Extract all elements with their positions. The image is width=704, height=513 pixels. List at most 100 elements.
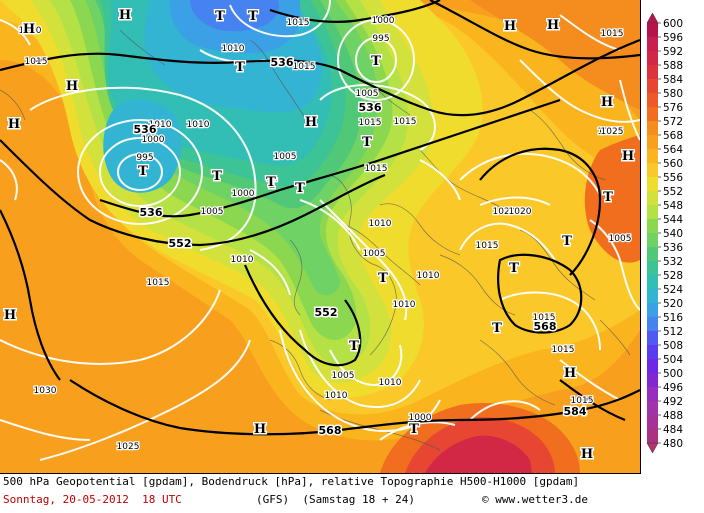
legend-swatch — [647, 79, 658, 94]
legend-label: 492 — [663, 396, 683, 408]
legend-swatch — [647, 401, 658, 416]
legend-swatch — [647, 177, 658, 192]
isobar-label: 1005 — [332, 371, 355, 381]
legend-label: 512 — [663, 326, 683, 338]
isobar-label: 1010 — [369, 219, 392, 229]
isobar-label: 1005 — [201, 207, 224, 217]
legend-label: 600 — [663, 18, 683, 30]
H-high: H — [564, 366, 576, 381]
T-low: T — [138, 164, 148, 179]
T-low: T — [371, 54, 381, 69]
legend-swatch — [647, 135, 658, 150]
color-legend: 600 596 592 588 584 580 576 572 568 564 560 556 552 5… — [641, 0, 704, 473]
isobar-label: 1010 — [325, 391, 348, 401]
legend-swatch — [647, 205, 658, 220]
isobar-label: 1010 — [222, 44, 245, 54]
legend-swatch — [647, 415, 658, 430]
T-low: T — [509, 261, 519, 276]
isobar-label: 1005 — [609, 234, 632, 244]
legend-label: 532 — [663, 256, 683, 268]
geopotential-label: 536 — [134, 123, 157, 136]
legend-swatch — [647, 303, 658, 318]
isobar-label: 1020 — [493, 207, 516, 217]
caption-date: Sonntag, 20-05-2012 18 UTC — [3, 493, 182, 506]
isobar-label: 1005 — [356, 89, 379, 99]
T-low: T — [603, 190, 613, 205]
isobar-label: 1010 — [393, 300, 416, 310]
legend-swatch — [647, 191, 658, 206]
isobar-labels: 1010 1015 1015 1000 995 1010 1015 1005 1015 1010 1… — [17, 15, 632, 454]
map-caption: 500 hPa Geopotential [gpdam], Bodendruck… — [0, 474, 704, 513]
caption-model: (GFS) (Samstag 18 + 24) — [256, 493, 415, 506]
T-low: T — [295, 181, 305, 196]
isobar-label: 1015 — [365, 164, 388, 174]
field-516 — [190, 0, 280, 32]
color-legend-scale: 600 596 592 588 584 580 576 572 568 564 560 556 552 5… — [646, 12, 683, 454]
isobar-label: 1015 — [533, 313, 556, 323]
legend-label: 516 — [663, 312, 683, 324]
geopotential-label: 552 — [169, 237, 192, 250]
H-high: H — [547, 18, 559, 33]
legend-label: 536 — [663, 242, 683, 254]
legend-swatch — [647, 149, 658, 164]
legend-swatch — [647, 65, 658, 80]
caption-title: 500 hPa Geopotential [gpdam], Bodendruck… — [3, 475, 580, 488]
legend-swatch — [647, 387, 658, 402]
legend-label: 580 — [663, 88, 683, 100]
legend-swatch — [647, 247, 658, 262]
legend-label: 544 — [663, 214, 683, 226]
isobar-label: 1015 — [571, 396, 594, 406]
legend-swatch — [647, 429, 658, 444]
isobar-label: 1010 — [149, 120, 172, 130]
legend-swatch — [647, 317, 658, 332]
legend-label: 560 — [663, 158, 683, 170]
isobar-label: 1000 — [232, 189, 255, 199]
H-high: H — [305, 115, 317, 130]
legend-label: 488 — [663, 410, 683, 422]
isobar-label: 1015 — [476, 241, 499, 251]
T-low: T — [349, 339, 359, 354]
H-high: H — [4, 308, 16, 323]
legend-swatch — [647, 93, 658, 108]
legend-label: 584 — [663, 74, 683, 86]
H-high: H — [622, 149, 634, 164]
legend-swatch — [647, 233, 658, 248]
geopotential-contours — [0, 0, 640, 436]
legend-label: 572 — [663, 116, 683, 128]
legend-label: 568 — [663, 130, 683, 142]
isobar-label: 1005 — [274, 152, 297, 162]
isobar-label: 1025 — [117, 442, 140, 452]
legend-label: 500 — [663, 368, 683, 380]
isobar-label: 1015 — [359, 118, 382, 128]
legend-label: 552 — [663, 186, 683, 198]
legend-arrow-bottom — [646, 442, 659, 454]
geopotential-label: 536 — [271, 56, 294, 69]
isobar-label: 1015 — [25, 57, 48, 67]
isobar-label: 1015 — [287, 18, 310, 28]
legend-swatch — [647, 219, 658, 234]
legend-swatch — [647, 51, 658, 66]
legend-swatch — [647, 373, 658, 388]
legend-label: 480 — [663, 438, 683, 450]
isobar-label: 1015 — [598, 127, 621, 137]
T-low: T — [212, 169, 222, 184]
weather-map-canvas: 1010 1015 1015 1000 995 1010 1015 1005 1015 1010 1… — [0, 0, 640, 473]
isobar-label: 1005 — [363, 249, 386, 259]
T-low: T — [215, 9, 225, 24]
legend-label: 484 — [663, 424, 683, 436]
isobar-label: 1030 — [34, 386, 57, 396]
H-high: H — [504, 19, 516, 34]
H-high: H — [66, 79, 78, 94]
legend-label: 520 — [663, 298, 683, 310]
legend-label: 588 — [663, 60, 683, 72]
legend-swatch — [647, 261, 658, 276]
legend-label: 504 — [663, 354, 683, 366]
field-580 — [584, 135, 640, 263]
H-high: H — [254, 422, 266, 437]
legend-swatch — [647, 37, 658, 52]
isobars — [0, 0, 640, 461]
T-low: T — [248, 9, 258, 24]
geopotential-label: 536 — [359, 101, 382, 114]
legend-label: 596 — [663, 32, 683, 44]
legend-swatch — [647, 289, 658, 304]
